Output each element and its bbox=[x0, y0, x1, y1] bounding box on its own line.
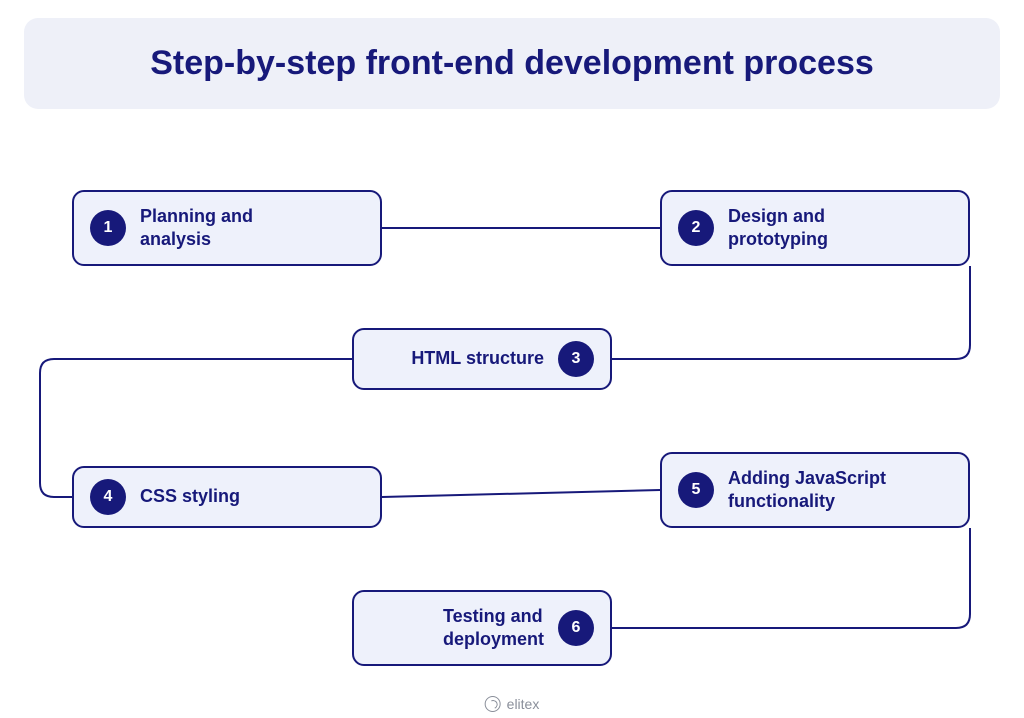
step-box-1: 1 Planning and analysis bbox=[72, 190, 382, 266]
step-number-4: 4 bbox=[90, 479, 126, 515]
step-box-6: 6 Testing and deployment bbox=[352, 590, 612, 666]
step-number-6: 6 bbox=[558, 610, 594, 646]
step-label-1: Planning and analysis bbox=[140, 205, 253, 252]
step-box-2: 2 Design and prototyping bbox=[660, 190, 970, 266]
title-bar: Step-by-step front-end development proce… bbox=[24, 18, 1000, 109]
page-title: Step-by-step front-end development proce… bbox=[64, 42, 960, 85]
step-number-1: 1 bbox=[90, 210, 126, 246]
step-number-3: 3 bbox=[558, 341, 594, 377]
step-label-5: Adding JavaScript functionality bbox=[728, 467, 886, 514]
diagram-canvas: 1 Planning and analysis 2 Design and protot… bbox=[0, 168, 1024, 708]
connector-2 bbox=[612, 266, 970, 359]
step-label-3: HTML structure bbox=[411, 347, 544, 370]
brand-text: elitex bbox=[507, 696, 540, 712]
brand-icon bbox=[485, 696, 501, 712]
step-number-2: 2 bbox=[678, 210, 714, 246]
step-box-5: 5 Adding JavaScript functionality bbox=[660, 452, 970, 528]
step-box-4: 4 CSS styling bbox=[72, 466, 382, 528]
step-number-5: 5 bbox=[678, 472, 714, 508]
step-box-3: 3 HTML structure bbox=[352, 328, 612, 390]
connector-4 bbox=[382, 490, 660, 497]
step-label-2: Design and prototyping bbox=[728, 205, 828, 252]
step-label-4: CSS styling bbox=[140, 485, 240, 508]
connector-5 bbox=[612, 528, 970, 628]
brand-label: elitex bbox=[485, 696, 540, 712]
step-label-6: Testing and deployment bbox=[443, 605, 544, 652]
